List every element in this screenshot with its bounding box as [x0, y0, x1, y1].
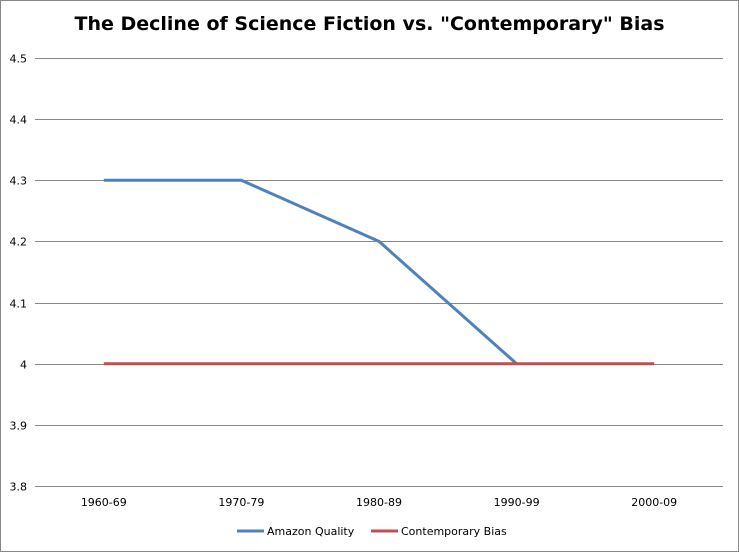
- y-tick-label: 4.4: [10, 114, 28, 127]
- legend-label: Amazon Quality: [267, 525, 355, 538]
- legend: Amazon Quality Contemporary Bias: [237, 525, 507, 538]
- legend-label: Contemporary Bias: [401, 525, 507, 538]
- y-tick-label: 3.8: [10, 481, 28, 494]
- series-lines: [103, 178, 655, 366]
- chart-title: The Decline of Science Fiction vs. "Cont…: [74, 13, 665, 35]
- x-tick-label: 1990-99: [494, 496, 540, 509]
- series-line-1: [103, 178, 518, 365]
- x-tick-label: 1980-89: [356, 496, 402, 509]
- x-tick-label: 1960-69: [81, 496, 127, 509]
- y-axis-ticks: 3.8 3.9 4 4.1 4.2 4.3 4.4 4.5: [10, 53, 28, 494]
- y-tick-label: 4.3: [10, 175, 28, 188]
- y-tick-label: 4: [20, 359, 27, 372]
- x-tick-label: 2000-09: [631, 496, 677, 509]
- y-tick-label: 3.9: [10, 420, 28, 433]
- gridlines: [35, 58, 723, 487]
- x-tick-label: 1970-79: [218, 496, 264, 509]
- y-tick-label: 4.5: [10, 53, 28, 66]
- y-tick-label: 4.2: [10, 236, 28, 249]
- x-axis-ticks: 1960-69 1970-79 1980-89 1990-99 2000-09: [81, 496, 677, 509]
- y-tick-label: 4.1: [10, 298, 28, 311]
